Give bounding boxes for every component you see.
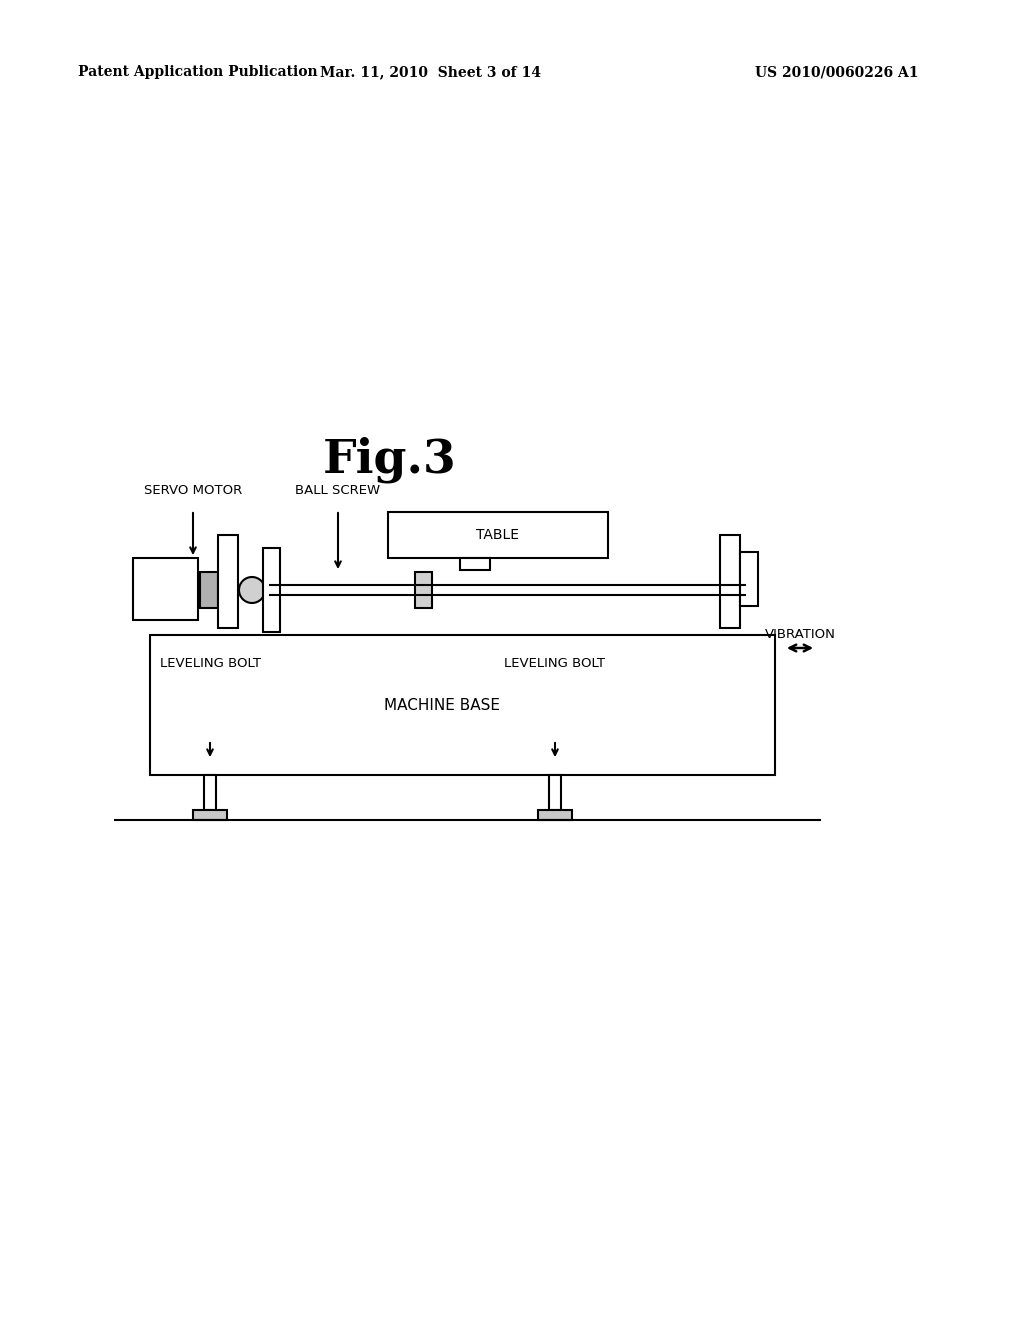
Bar (415, 572, 432, 609)
Text: Fig.3: Fig.3 (324, 437, 457, 483)
Bar (204, 775, 216, 810)
Text: VIBRATION: VIBRATION (765, 628, 836, 642)
Bar (549, 775, 561, 810)
Circle shape (239, 577, 265, 603)
Text: SERVO MOTOR: SERVO MOTOR (144, 484, 242, 498)
Text: LEVELING BOLT: LEVELING BOLT (505, 657, 605, 671)
Bar (740, 552, 758, 606)
Bar (150, 635, 775, 775)
Bar (218, 535, 238, 628)
Bar (538, 810, 572, 820)
Text: US 2010/0060226 A1: US 2010/0060226 A1 (755, 65, 919, 79)
Bar (460, 558, 490, 570)
Text: Mar. 11, 2010  Sheet 3 of 14: Mar. 11, 2010 Sheet 3 of 14 (319, 65, 541, 79)
Bar (133, 558, 198, 620)
Text: TABLE: TABLE (476, 528, 519, 543)
Bar (388, 512, 608, 558)
Bar (263, 548, 280, 632)
Text: BALL SCREW: BALL SCREW (296, 484, 381, 498)
Bar (200, 572, 218, 609)
Text: Patent Application Publication: Patent Application Publication (78, 65, 317, 79)
Text: MACHINE BASE: MACHINE BASE (384, 697, 501, 713)
Bar (720, 535, 740, 628)
Text: LEVELING BOLT: LEVELING BOLT (160, 657, 260, 671)
Bar (193, 810, 227, 820)
